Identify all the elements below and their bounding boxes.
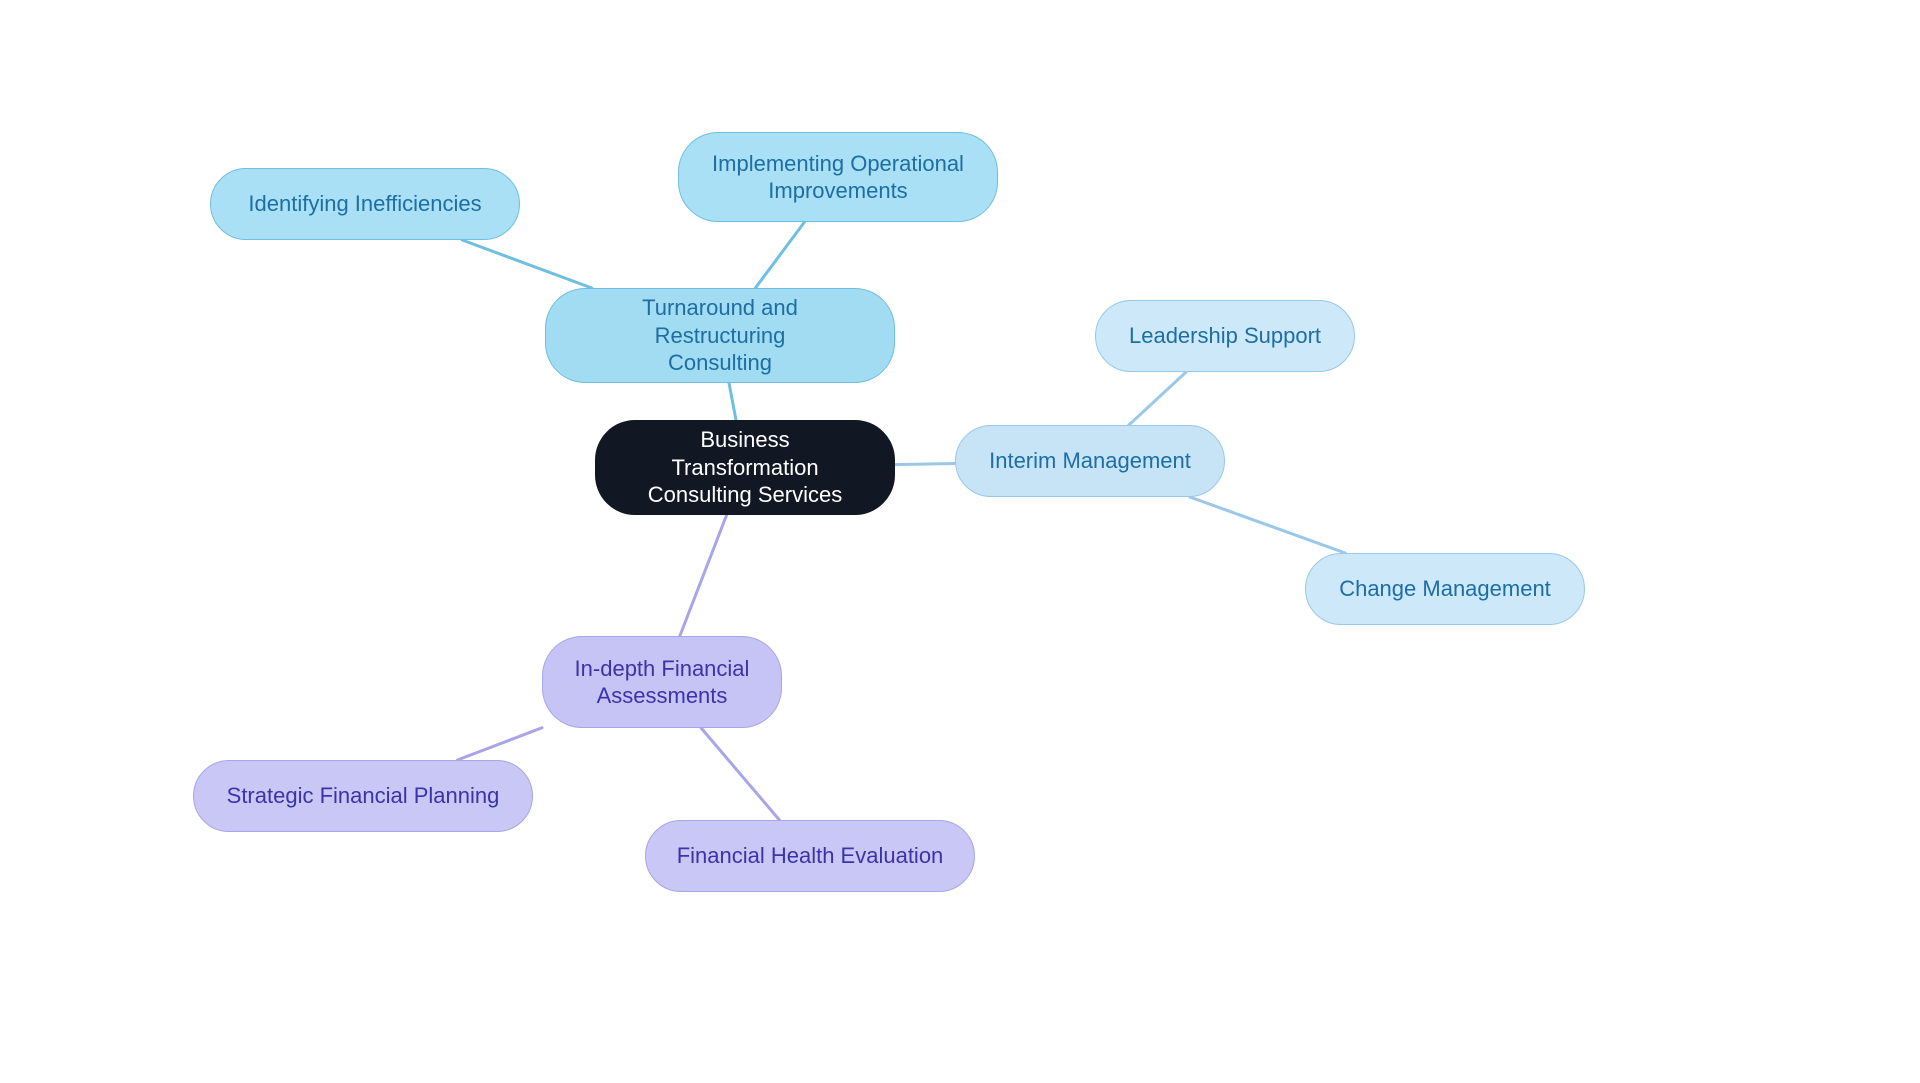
node-label: Business Transformation Consulting Servi… [624,426,866,509]
node-label: Turnaround and Restructuring Consulting [574,294,866,377]
edge-interim-change [1190,497,1345,553]
node-turnaround: Turnaround and Restructuring Consulting [545,288,895,383]
edge-turnaround-ineff [462,240,592,288]
node-health: Financial Health Evaluation [645,820,975,892]
edge-financial-strategic [457,728,542,760]
edge-center-financial [680,515,727,636]
node-financial: In-depth Financial Assessments [542,636,782,728]
node-label: Leadership Support [1129,322,1321,350]
node-change: Change Management [1305,553,1585,625]
edge-financial-health [701,728,779,820]
node-label: Change Management [1339,575,1551,603]
node-interim: Interim Management [955,425,1225,497]
node-label: Implementing Operational Improvements [712,150,964,205]
edge-interim-leadership [1129,372,1186,425]
node-label: In-depth Financial Assessments [575,655,750,710]
edge-center-interim [895,464,955,465]
node-center: Business Transformation Consulting Servi… [595,420,895,515]
node-impl: Implementing Operational Improvements [678,132,998,222]
node-ineff: Identifying Inefficiencies [210,168,520,240]
node-label: Financial Health Evaluation [677,842,944,870]
node-label: Identifying Inefficiencies [248,190,481,218]
edge-turnaround-impl [755,222,804,288]
node-label: Strategic Financial Planning [227,782,500,810]
node-leadership: Leadership Support [1095,300,1355,372]
edge-center-turnaround [729,383,736,420]
node-strategic: Strategic Financial Planning [193,760,533,832]
node-label: Interim Management [989,447,1191,475]
diagram-canvas: Business Transformation Consulting Servi… [0,0,1920,1083]
